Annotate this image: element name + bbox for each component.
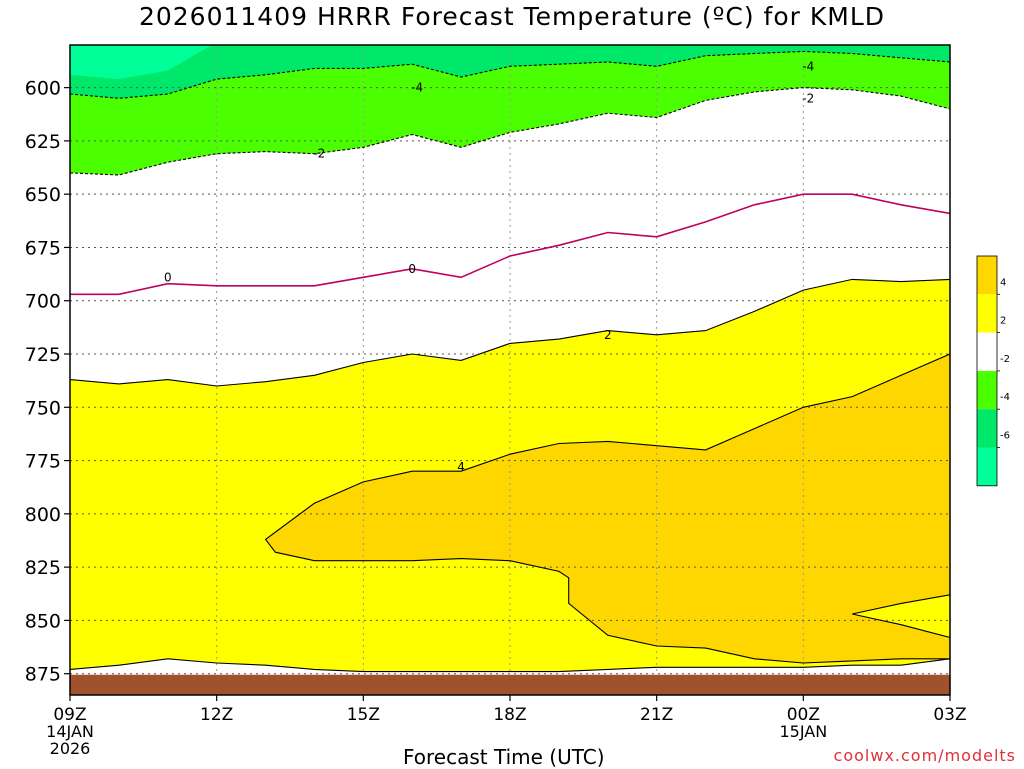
y-tick-label: 875	[25, 664, 61, 686]
x-tick-year: 2026	[50, 739, 91, 758]
contour-label: 2	[604, 328, 612, 342]
band-fill-minus4-to-minus2	[70, 45, 950, 175]
contour-label: 0	[408, 262, 416, 276]
band-fill-above-4-lobe	[852, 594, 950, 638]
y-tick-label: 725	[25, 344, 61, 366]
y-tick-label: 850	[25, 610, 61, 632]
band-fill-above-4	[265, 354, 950, 663]
colorbar-label: 4	[1000, 277, 1006, 288]
y-tick-label: 775	[25, 451, 61, 473]
colorbar-label: -4	[1000, 392, 1010, 403]
colorbar-segment	[977, 256, 997, 295]
y-tick-label: 825	[25, 557, 61, 579]
contour-label: -4	[802, 59, 814, 73]
y-tick-label: 700	[25, 291, 61, 313]
x-tick-label: 12Z	[200, 705, 233, 725]
contour-labels: -4 -4 -2 -2 0 0 2 4	[164, 59, 814, 474]
colorbar-segment	[977, 447, 997, 486]
colorbar: 4 2 -2 -4 -6	[976, 255, 1010, 487]
x-tick-date: 14JAN	[46, 722, 94, 741]
x-tick-label: 18Z	[493, 705, 526, 725]
contour-line	[70, 278, 950, 387]
ground-layer	[70, 674, 950, 695]
y-tick-label: 800	[25, 504, 61, 526]
contour-label: 0	[164, 270, 172, 284]
x-tick-label: 21Z	[640, 705, 673, 725]
contour-line	[70, 658, 950, 673]
y-axis: 600 625 650 675 700 725 750 775 800 825 850 875	[25, 78, 70, 686]
contour-label: -2	[802, 91, 814, 105]
contour-line	[70, 50, 950, 99]
y-tick-label: 675	[25, 237, 61, 259]
colorbar-segment	[977, 332, 997, 371]
colorbar-label: 2	[1000, 316, 1006, 327]
colorbar-segment	[977, 370, 997, 410]
colorbar-label: -2	[1000, 354, 1010, 365]
y-tick-label: 600	[25, 78, 61, 100]
x-tick-date: 15JAN	[779, 722, 827, 741]
contour-lines	[70, 50, 950, 673]
band-fill-below-minus6	[70, 45, 212, 80]
contour-label: -4	[411, 81, 423, 95]
colorbar-segment	[977, 294, 997, 333]
x-tick-label: 00Z	[787, 705, 820, 725]
source-credit: coolwx.com/modelts	[833, 746, 1016, 765]
ground-fill	[70, 674, 950, 695]
y-tick-label: 750	[25, 397, 61, 419]
y-tick-label: 650	[25, 184, 61, 206]
x-axis-title: Forecast Time (UTC)	[403, 745, 605, 769]
x-tick-label: 15Z	[347, 705, 380, 725]
y-tick-label: 625	[25, 131, 61, 153]
band-fill-minus6-to-minus4	[70, 45, 950, 99]
x-tick-label: 03Z	[933, 705, 966, 725]
contour-line	[264, 353, 950, 664]
contour-line	[852, 594, 950, 639]
x-tick-label: 09Z	[53, 705, 86, 725]
contour-label: -2	[313, 147, 325, 161]
chart-title: 2026011409 HRRR Forecast Temperature (ºC…	[138, 2, 886, 31]
contour-line	[70, 87, 950, 176]
contour-label: 4	[457, 460, 465, 474]
colorbar-label: -6	[1000, 431, 1010, 442]
contour-line	[70, 193, 950, 296]
colorbar-segment	[977, 409, 997, 448]
